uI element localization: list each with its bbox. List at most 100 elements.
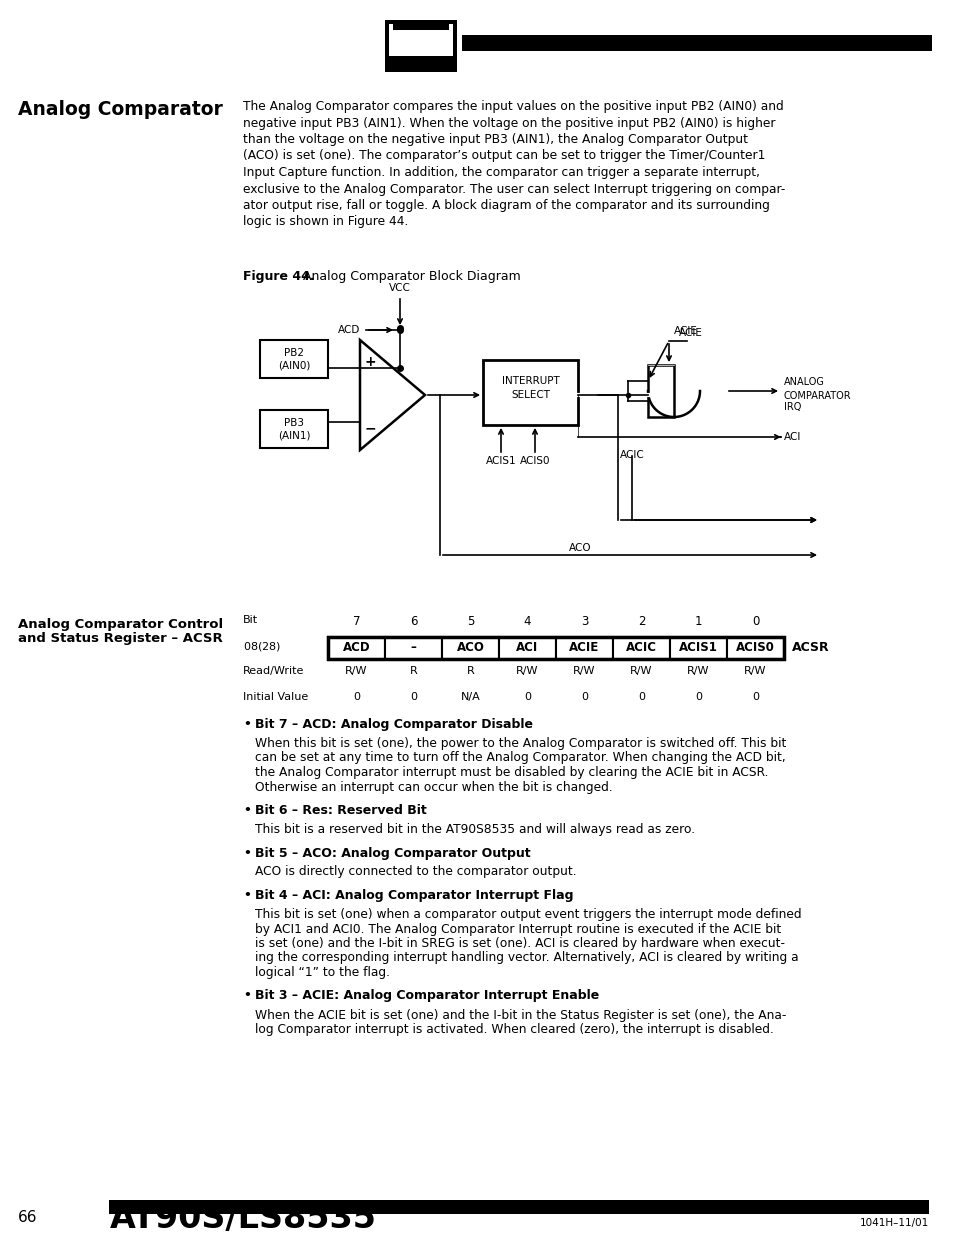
Text: 4: 4 — [523, 615, 531, 629]
Text: ACI: ACI — [516, 641, 538, 655]
Text: R/W: R/W — [686, 666, 709, 676]
Text: •: • — [243, 804, 251, 818]
Text: 5: 5 — [466, 615, 474, 629]
Text: (AIN0): (AIN0) — [277, 361, 310, 370]
Text: •: • — [243, 846, 251, 860]
Text: Input Capture function. In addition, the comparator can trigger a separate inter: Input Capture function. In addition, the… — [243, 165, 760, 179]
Text: When this bit is set (one), the power to the Analog Comparator is switched off. : When this bit is set (one), the power to… — [254, 737, 785, 750]
Text: the Analog Comparator interrupt must be disabled by clearing the ACIE bit in ACS: the Analog Comparator interrupt must be … — [254, 766, 768, 779]
Text: ACO: ACO — [568, 543, 591, 553]
Text: 2: 2 — [638, 615, 644, 629]
Text: •: • — [243, 989, 251, 1003]
Text: R/W: R/W — [345, 666, 367, 676]
Bar — [328, 637, 783, 659]
Text: ing the corresponding interrupt handling vector. Alternatively, ACI is cleared b: ing the corresponding interrupt handling… — [254, 951, 798, 965]
Text: Initial Value: Initial Value — [243, 692, 308, 701]
Text: Analog Comparator Control: Analog Comparator Control — [18, 618, 223, 631]
Text: 66: 66 — [18, 1210, 37, 1225]
Text: This bit is set (one) when a comparator output event triggers the interrupt mode: This bit is set (one) when a comparator … — [254, 908, 801, 921]
Text: ACO is directly connected to the comparator output.: ACO is directly connected to the compara… — [254, 866, 576, 878]
Text: R: R — [466, 666, 474, 676]
Bar — [328, 637, 385, 659]
Text: R/W: R/W — [630, 666, 652, 676]
Text: 6: 6 — [410, 615, 416, 629]
Bar — [669, 637, 726, 659]
Text: ACIC: ACIC — [625, 641, 657, 655]
Bar — [482, 359, 578, 425]
Text: 0: 0 — [638, 692, 644, 701]
Text: N/A: N/A — [460, 692, 480, 701]
Text: The Analog Comparator compares the input values on the positive input PB2 (AIN0): The Analog Comparator compares the input… — [243, 100, 783, 112]
Text: (AIN1): (AIN1) — [277, 431, 310, 441]
Text: (ACO) is set (one). The comparator’s output can be set to trigger the Timer/Coun: (ACO) is set (one). The comparator’s out… — [243, 149, 764, 163]
Text: ATMEL: ATMEL — [397, 42, 443, 58]
Text: Bit 4 – ACI: Analog Comparator Interrupt Flag: Bit 4 – ACI: Analog Comparator Interrupt… — [254, 889, 573, 902]
Text: ANALOG: ANALOG — [783, 377, 824, 387]
Bar — [393, 20, 449, 30]
Text: 1: 1 — [694, 615, 701, 629]
Bar — [385, 637, 441, 659]
Text: can be set at any time to turn off the Analog Comparator. When changing the ACD : can be set at any time to turn off the A… — [254, 752, 785, 764]
Text: 7: 7 — [353, 615, 360, 629]
Bar — [461, 35, 931, 51]
Text: •: • — [243, 889, 251, 902]
Text: Bit 3 – ACIE: Analog Comparator Interrupt Enable: Bit 3 – ACIE: Analog Comparator Interrup… — [254, 989, 598, 1003]
Text: PB3: PB3 — [284, 417, 304, 429]
Text: 0: 0 — [751, 615, 759, 629]
Text: 0: 0 — [353, 692, 359, 701]
Text: 1041H–11/01: 1041H–11/01 — [859, 1218, 928, 1228]
Text: than the voltage on the negative input PB3 (AIN1), the Analog Comparator Output: than the voltage on the negative input P… — [243, 133, 747, 146]
Text: ACIS1: ACIS1 — [679, 641, 718, 655]
Text: is set (one) and the I-bit in SREG is set (one). ACI is cleared by hardware when: is set (one) and the I-bit in SREG is se… — [254, 937, 784, 950]
Text: R/W: R/W — [516, 666, 538, 676]
Text: ACSR: ACSR — [791, 641, 829, 655]
Text: 0: 0 — [751, 692, 759, 701]
Bar — [498, 637, 556, 659]
Text: ACIS0: ACIS0 — [736, 641, 774, 655]
Text: +: + — [364, 354, 375, 369]
Bar — [556, 637, 613, 659]
Text: 0: 0 — [410, 692, 416, 701]
Text: •: • — [243, 718, 251, 731]
Text: ator output rise, fall or toggle. A block diagram of the comparator and its surr: ator output rise, fall or toggle. A bloc… — [243, 199, 769, 212]
Text: Otherwise an interrupt can occur when the bit is changed.: Otherwise an interrupt can occur when th… — [254, 781, 612, 794]
Text: logic is shown in Figure 44.: logic is shown in Figure 44. — [243, 215, 408, 228]
Text: by ACI1 and ACI0. The Analog Comparator Interrupt routine is executed if the ACI: by ACI1 and ACI0. The Analog Comparator … — [254, 923, 781, 935]
Bar — [389, 23, 453, 56]
Text: 0: 0 — [580, 692, 587, 701]
Text: ACIS1: ACIS1 — [485, 456, 516, 466]
Text: PB2: PB2 — [284, 348, 304, 358]
Text: ACIC: ACIC — [619, 450, 644, 459]
Text: AT90S/LS8535: AT90S/LS8535 — [110, 1202, 376, 1235]
Text: logical “1” to the flag.: logical “1” to the flag. — [254, 966, 390, 979]
Text: R/W: R/W — [573, 666, 595, 676]
Text: –: – — [410, 641, 416, 655]
Text: Read/Write: Read/Write — [243, 666, 304, 676]
Text: When the ACIE bit is set (one) and the I-bit in the Status Register is set (one): When the ACIE bit is set (one) and the I… — [254, 1009, 785, 1021]
Text: R: R — [409, 666, 416, 676]
Text: Bit 5 – ACO: Analog Comparator Output: Bit 5 – ACO: Analog Comparator Output — [254, 846, 530, 860]
Text: INTERRUPT: INTERRUPT — [501, 375, 558, 387]
Text: IRQ: IRQ — [783, 403, 801, 412]
Text: Figure 44.: Figure 44. — [243, 270, 314, 283]
Text: This bit is a reserved bit in the AT90S8535 and will always read as zero.: This bit is a reserved bit in the AT90S8… — [254, 823, 695, 836]
Text: and Status Register – ACSR: and Status Register – ACSR — [18, 632, 222, 645]
Text: ACIS0: ACIS0 — [519, 456, 550, 466]
Text: $08 ($28): $08 ($28) — [243, 640, 281, 653]
Text: ACO: ACO — [456, 641, 484, 655]
Text: −: − — [364, 421, 375, 435]
Bar — [613, 637, 669, 659]
Text: VCC: VCC — [389, 283, 411, 293]
Text: Analog Comparator Block Diagram: Analog Comparator Block Diagram — [294, 270, 520, 283]
Text: Bit 7 – ACD: Analog Comparator Disable: Bit 7 – ACD: Analog Comparator Disable — [254, 718, 533, 731]
Bar — [647, 366, 673, 417]
Text: ACI: ACI — [783, 432, 801, 442]
Text: 0: 0 — [523, 692, 531, 701]
Text: SELECT: SELECT — [511, 390, 550, 400]
Text: 0: 0 — [695, 692, 701, 701]
Text: COMPARATOR: COMPARATOR — [783, 391, 851, 401]
Text: exclusive to the Analog Comparator. The user can select Interrupt triggering on : exclusive to the Analog Comparator. The … — [243, 183, 784, 195]
Text: Bit 6 – Res: Reserved Bit: Bit 6 – Res: Reserved Bit — [254, 804, 426, 818]
Text: Analog Comparator: Analog Comparator — [18, 100, 223, 119]
Text: ACD: ACD — [342, 641, 370, 655]
